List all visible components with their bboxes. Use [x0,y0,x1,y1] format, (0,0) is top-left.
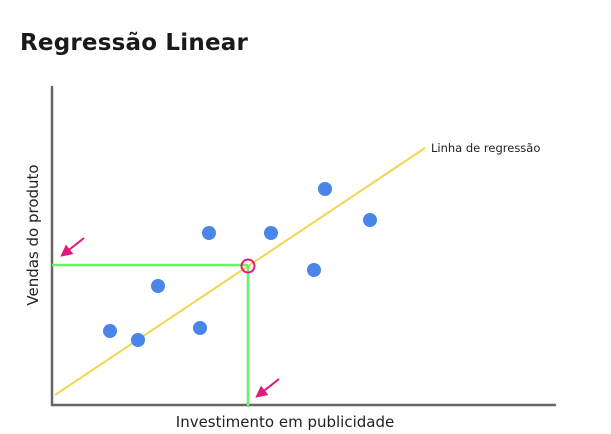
regression-line [54,147,426,396]
x-axis-label: Investimento em publicidade [176,413,394,431]
data-point [307,263,321,277]
data-point [151,279,165,293]
regression-line-label: Linha de regressão [431,141,540,155]
page-title: Regressão Linear [20,30,249,56]
data-point [363,213,377,227]
data-point [318,182,332,196]
data-point [202,226,216,240]
y-pointer-arrow-icon [60,237,85,257]
data-point [103,324,117,338]
x-pointer-arrow-icon [255,378,280,398]
data-point [193,321,207,335]
predicted-point-highlight [240,258,256,274]
data-point [131,333,145,347]
y-axis-label: Vendas do produto [24,164,42,305]
data-point [264,226,278,240]
